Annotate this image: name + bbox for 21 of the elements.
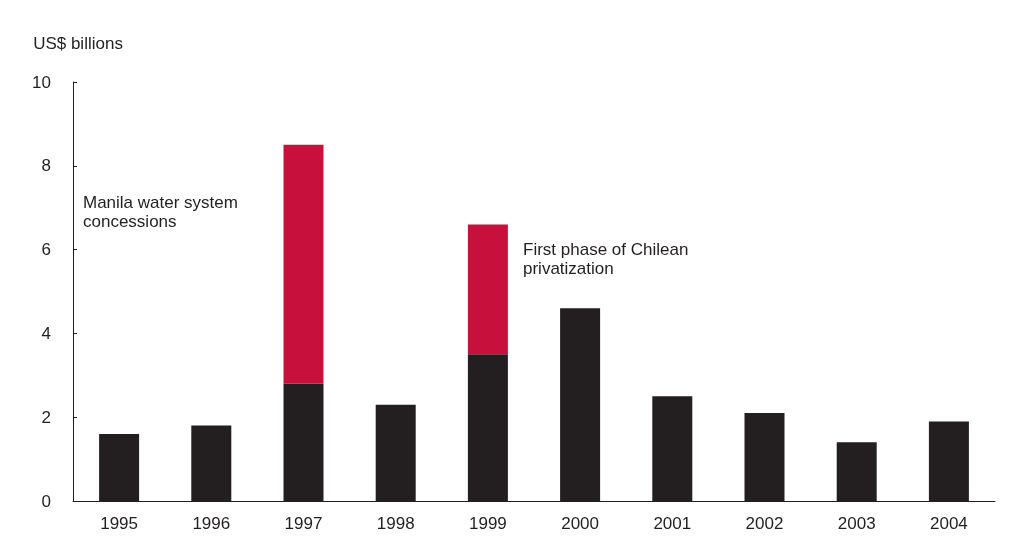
annotation: First phase of Chilean privatization [523,240,689,278]
y-tick-label: 2 [41,407,51,427]
y-tick-label: 10 [32,72,51,92]
bar [283,144,324,384]
x-tick-label: 1996 [192,514,231,533]
bar [467,224,508,355]
y-tick-label: 8 [41,156,51,176]
x-tick-label: 1995 [100,514,139,533]
annotation: Manila water system concessions [83,193,238,231]
x-tick-label: 2002 [745,514,784,533]
y-tick-label: 4 [41,323,51,343]
x-tick-label: 2004 [929,514,968,533]
x-tick-label: 2001 [653,514,692,533]
x-tick-label: 1999 [468,514,507,533]
x-tick-label: 1997 [284,514,323,533]
x-tick-label: 2003 [837,514,876,533]
x-tick-label: 2000 [561,514,600,533]
y-tick-label: 0 [41,491,51,511]
y-axis-title: US$ billions [33,34,123,53]
y-tick-label: 6 [41,240,51,260]
x-tick-label: 1998 [376,514,415,533]
